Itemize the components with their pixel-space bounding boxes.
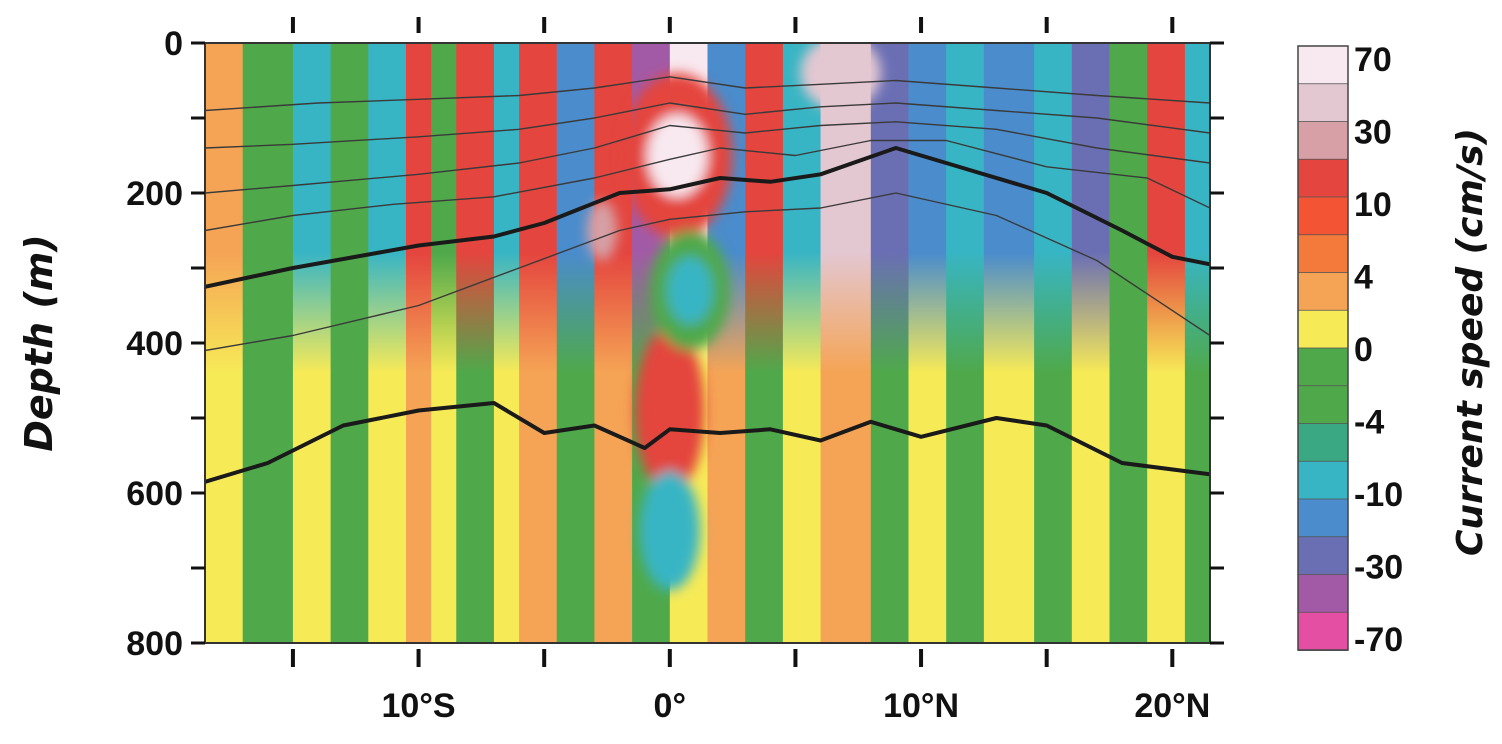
heatmap-band [456,43,495,643]
heatmap-band [406,43,432,643]
colorbar-tick-label: 70 [1354,41,1392,79]
colorbar-tick-label: 4 [1354,259,1373,297]
heatmap-band [205,43,244,643]
heatmap-band [292,43,332,643]
heatmap-band [1184,43,1210,643]
heatmap-band [782,43,822,643]
heatmap-band [745,43,784,643]
heatmap-band [431,43,457,643]
colorbar-swatch [1297,83,1349,123]
y-tick-label: 800 [126,625,183,663]
isopycnal-line [205,76,1210,112]
colorbar-swatch [1297,423,1349,463]
heatmap-band [1109,43,1148,643]
colorbar-title: Current speed (cm/s) [1450,128,1491,556]
x-tick-label: 10°N [883,687,959,725]
heatmap-band [870,43,909,643]
isopycnal-line [205,121,1210,194]
colorbar-tick-label: -70 [1354,621,1403,659]
colorbar-swatch [1297,196,1349,236]
colorbar: 70 30 10 4 0 -4 -10 -30 -70 [1297,41,1403,659]
colorbar-tick-label: 0 [1354,331,1373,369]
colorbar-frame [1297,45,1349,651]
x-tick-label: 20°N [1134,687,1210,725]
isopycnal-line [205,102,1210,149]
y-tick-label: 0 [164,25,183,63]
heatmap-anomaly [667,256,713,325]
y-tick-label: 200 [126,175,183,213]
colorbar-tick-label: 10 [1354,186,1392,224]
colorbar-swatch [1297,460,1349,500]
colorbar-swatch [1297,385,1349,425]
x-tick-label: 10°S [382,687,456,725]
heatmap-band [330,43,369,643]
heatmap-band [1147,43,1186,643]
heatmap-band [519,43,558,643]
colorbar-swatch [1297,498,1349,538]
isopycnal-bold-line [205,146,1210,289]
colorbar-tick-label: 30 [1354,114,1392,152]
y-axis-title: Depth (m) [17,234,61,451]
heatmap-anomaly [634,328,705,493]
colorbar-swatch [1297,272,1349,312]
heatmap-band [368,43,407,643]
isopycnal-line [205,192,1210,352]
y-tick-label: 400 [126,325,183,363]
heatmap-anomalies [586,43,881,591]
colorbar-swatch [1297,611,1349,651]
colorbar-tick-label: -4 [1354,404,1384,442]
heatmap-band [820,43,872,643]
heatmap-band [556,43,595,643]
heatmap-band [946,43,985,643]
heatmap-band [1071,43,1110,643]
heatmap-band [1034,43,1073,643]
heatmap-field [205,43,1210,643]
heatmap-band [493,43,520,643]
colorbar-tick-label: -30 [1354,549,1403,587]
heatmap-band [983,43,1035,643]
heatmap-anomaly [647,114,708,197]
heatmap-anomaly [800,43,881,111]
colorbar-swatch [1297,309,1349,349]
isopycnal-bold-line [205,401,1210,484]
heatmap-anomaly [639,470,700,591]
heatmap-anomaly [586,200,618,261]
colorbar-swatch [1297,45,1349,85]
colorbar-swatch [1297,347,1349,387]
colorbar-tick-label: -10 [1354,476,1403,514]
x-tick-label: 0° [654,687,687,725]
colorbar-swatch [1297,121,1349,161]
axes: 0 200 400 600 800 10°S 0° 10°N 20°N [126,17,1224,725]
colorbar-swatch [1297,574,1349,614]
contour-lines [205,76,1210,484]
colorbar-swatch [1297,536,1349,576]
y-tick-label: 600 [126,475,183,513]
colorbar-swatch [1297,234,1349,274]
isopycnal-line [205,139,1210,232]
colorbar-swatch [1297,158,1349,198]
heatmap-band [908,43,947,643]
